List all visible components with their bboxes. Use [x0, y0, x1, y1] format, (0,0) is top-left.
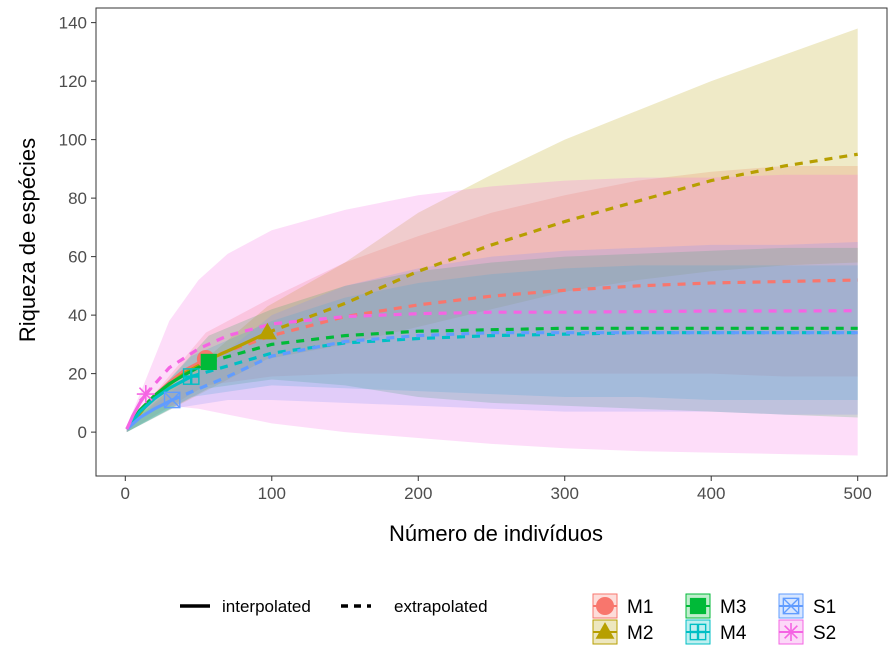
- y-axis: 0 20 40 60 80 100 120 140: [59, 14, 96, 442]
- line-interpolated-s1: [125, 398, 173, 431]
- legend-label: S1: [813, 597, 836, 618]
- line-interpolated-m4: [125, 375, 192, 431]
- band-m3: [126, 247, 858, 433]
- legend-item-m2: M2: [592, 619, 653, 645]
- x-tick-label: 300: [551, 484, 579, 503]
- band-m4: [126, 265, 858, 433]
- x-tick-label: 0: [121, 484, 130, 503]
- legend-label: S2: [813, 623, 836, 644]
- x-axis: 0 100 200 300 400 500: [121, 476, 872, 503]
- marker-m3: [200, 353, 217, 371]
- line-extrapolated-m1: [205, 278, 858, 361]
- line-interpolated-s2: [125, 393, 148, 430]
- band-s2: [126, 174, 858, 456]
- legend-linetype: interpolated extrapolated: [180, 597, 488, 616]
- legend-item-m3: M3: [685, 593, 746, 619]
- marker-m2: [257, 322, 277, 340]
- line-extrapolated-m3: [208, 326, 858, 364]
- legend-item-m1: M1: [592, 593, 653, 619]
- y-tick-label: 100: [59, 131, 87, 150]
- legend-key-marker: [782, 597, 800, 615]
- y-tick-label: 20: [68, 365, 87, 384]
- legend-item-s2: S2: [778, 619, 836, 645]
- legend-key-marker: [595, 622, 615, 639]
- observed-markers: [136, 322, 277, 409]
- line-extrapolated-s1: [171, 331, 858, 402]
- legend-item-m4: M4: [685, 619, 747, 645]
- band-m2: [126, 28, 858, 433]
- y-tick-label: 120: [59, 72, 87, 91]
- series-lines: [125, 152, 858, 431]
- y-tick-label: 0: [78, 423, 87, 442]
- y-axis-title: Riqueza de espécies: [15, 138, 40, 342]
- legend-label-interpolated: interpolated: [222, 597, 311, 616]
- legend-key-marker: [689, 623, 707, 641]
- legend-label-extrapolated: extrapolated: [394, 597, 488, 616]
- legend-label: M2: [627, 623, 653, 644]
- legend-label: M4: [720, 623, 747, 644]
- plot-panel-border: [95, 7, 888, 477]
- legend-key-marker: [596, 597, 614, 615]
- line-extrapolated-m2: [266, 152, 858, 335]
- x-tick-label: 400: [697, 484, 725, 503]
- band-m1: [126, 165, 858, 433]
- marker-s1: [163, 391, 181, 409]
- y-tick-label: 80: [68, 189, 87, 208]
- x-tick-label: 500: [844, 484, 872, 503]
- x-axis-title: Número de indivíduos: [389, 521, 603, 546]
- marker-s2: [136, 385, 155, 404]
- legend-series: M1 M2 M3 M4 S1 S2: [592, 593, 836, 645]
- y-tick-label: 60: [68, 248, 87, 267]
- x-tick-label: 200: [404, 484, 432, 503]
- line-extrapolated-s2: [144, 309, 858, 396]
- legend-key-marker: [782, 623, 800, 641]
- legend-item-s1: S1: [778, 593, 836, 619]
- legend-label: M3: [720, 597, 746, 618]
- legend-label: M1: [627, 597, 653, 618]
- marker-m4: [182, 368, 200, 385]
- confidence-bands: [126, 28, 858, 456]
- x-tick-label: 100: [258, 484, 286, 503]
- legend-key-marker: [689, 597, 707, 615]
- y-tick-label: 140: [59, 14, 87, 33]
- y-tick-label: 40: [68, 306, 87, 325]
